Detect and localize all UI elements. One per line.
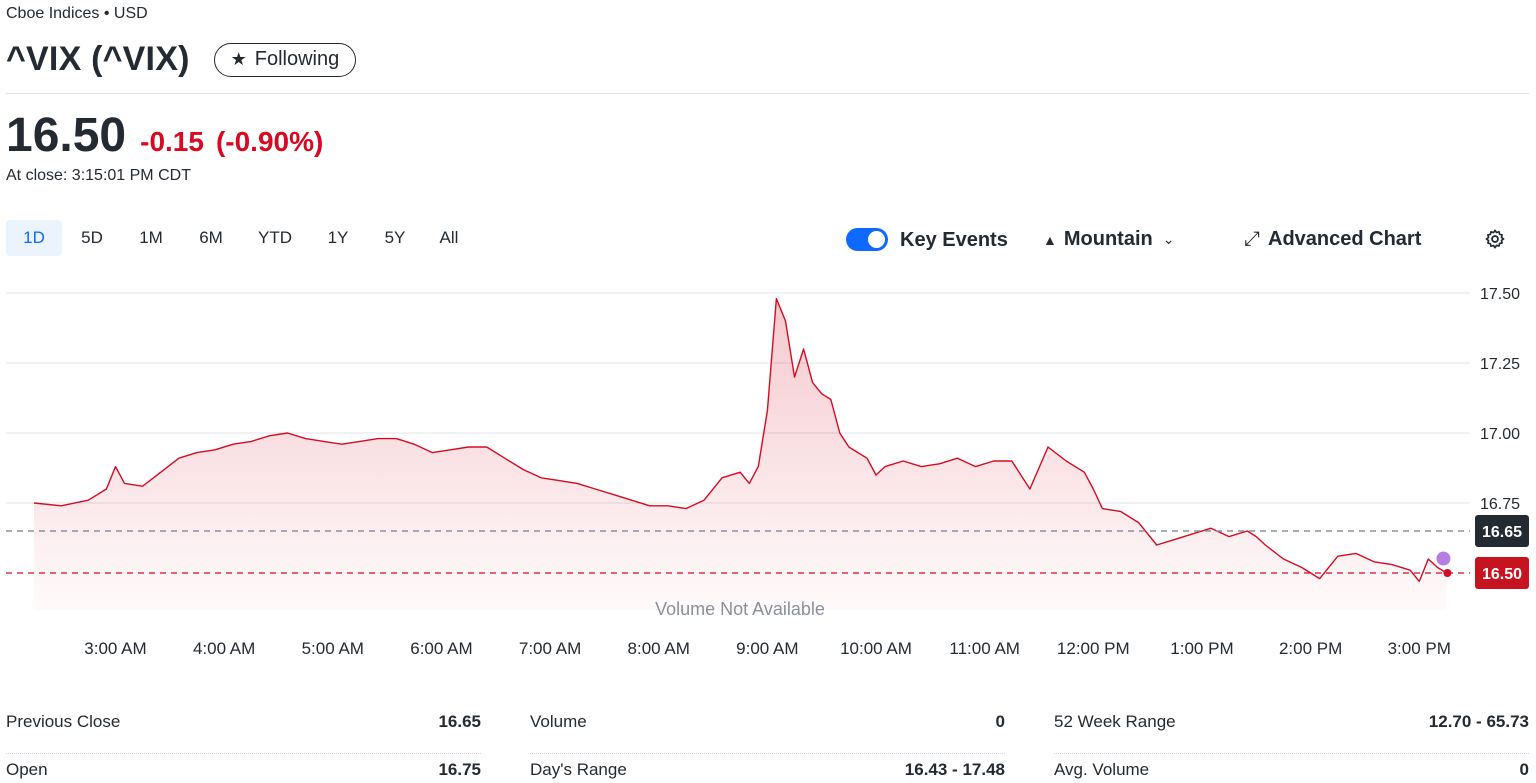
last-price-label: 16.50: [1482, 566, 1522, 583]
x-tick-label: 5:00 AM: [302, 639, 364, 658]
stat-value: 12.70 - 65.73: [1428, 712, 1529, 731]
stat-label: Day's Range: [530, 760, 627, 779]
stats-column: Volume 0 Day's Range 16.43 - 17.48: [530, 706, 1005, 783]
series-line: [33, 297, 1447, 583]
previous-close-label: 16.65: [1482, 524, 1522, 541]
following-label: Following: [254, 48, 340, 70]
stat-label: Previous Close: [6, 712, 121, 731]
previous-close-tag: [1475, 515, 1529, 547]
advanced-chart-label: Advanced Chart: [1268, 228, 1422, 250]
advanced-chart-button[interactable]: ⤢ Advanced Chart: [1244, 228, 1421, 251]
key-event-marker: [1436, 551, 1451, 566]
range-tab-6m[interactable]: 6M: [199, 228, 223, 247]
range-tab-5y[interactable]: 5Y: [384, 228, 406, 247]
price-change: -0.15: [140, 126, 204, 157]
mountain-icon: ▲: [1043, 231, 1057, 248]
stat-row: 52 Week Range 12.70 - 65.73: [1054, 706, 1529, 754]
stat-row: Day's Range 16.43 - 17.48: [530, 754, 1005, 783]
range-tab-ytd[interactable]: YTD: [258, 228, 292, 247]
y-tick-label: 17.50: [1480, 286, 1520, 303]
x-tick-label: 1:00 PM: [1170, 639, 1233, 658]
range-tab-all[interactable]: All: [439, 228, 459, 247]
stat-value: 16.65: [438, 712, 481, 731]
key-events-label[interactable]: Key Events: [900, 229, 1008, 251]
y-tick-label: 16.75: [1480, 496, 1520, 513]
stat-value: 0: [995, 712, 1005, 731]
stat-label: Avg. Volume: [1054, 760, 1150, 779]
y-tick-label: 17.25: [1480, 356, 1520, 373]
range-tabs: 1D 5D 1M 6M YTD 1Y 5Y All: [6, 220, 476, 256]
stat-row: Open 16.75: [6, 754, 481, 783]
x-tick-label: 11:00 AM: [949, 639, 1020, 658]
stat-label: Volume: [530, 712, 587, 731]
volume-note: Volume Not Available: [655, 599, 825, 619]
x-tick-label: 6:00 AM: [410, 639, 472, 658]
page-title: ^VIX (^VIX): [6, 40, 190, 78]
x-tick-label: 8:00 AM: [628, 639, 690, 658]
stat-row: Volume 0: [530, 706, 1005, 754]
toggle-knob: [868, 231, 885, 248]
stat-label: 52 Week Range: [1054, 712, 1176, 731]
x-tick-label: 7:00 AM: [519, 639, 581, 658]
quote-row: 16.50 -0.15 (-0.90%): [6, 108, 323, 163]
range-tab-1d[interactable]: 1D: [6, 220, 62, 256]
exchange-label: Cboe Indices • USD: [6, 5, 148, 22]
range-tab-1m[interactable]: 1M: [139, 228, 163, 247]
expand-icon: ⤢: [1244, 228, 1260, 250]
last-price-dot: [1443, 569, 1452, 577]
chart-type-label: Mountain: [1063, 228, 1153, 250]
stat-value: 16.43 - 17.48: [904, 760, 1005, 779]
x-tick-label: 3:00 PM: [1388, 639, 1451, 658]
price-change-percent: (-0.90%): [215, 126, 324, 157]
range-tab-1y[interactable]: 1Y: [327, 228, 349, 247]
stat-label: Open: [6, 760, 48, 779]
close-time: At close: 3:15:01 PM CDT: [6, 167, 191, 184]
stat-value: 0: [1519, 760, 1529, 779]
current-price: 16.50: [6, 109, 127, 162]
x-tick-label: 2:00 PM: [1279, 639, 1342, 658]
stat-row: Previous Close 16.65: [6, 706, 481, 754]
key-events-toggle[interactable]: [846, 228, 888, 251]
stat-row: Avg. Volume 0: [1054, 754, 1529, 783]
title-row: ^VIX (^VIX) ★ Following: [6, 40, 357, 79]
star-icon: ★: [230, 49, 247, 69]
x-tick-label: 4:00 AM: [193, 639, 255, 658]
gear-icon[interactable]: [1484, 228, 1506, 250]
chart-type-dropdown[interactable]: ▲ Mountain ⌄: [1043, 228, 1174, 251]
header-divider: [6, 93, 1529, 94]
x-tick-label: 12:00 PM: [1057, 639, 1130, 658]
price-chart[interactable]: 17.50 17.25 17.00 16.75 16.65 16.50 Volume Not…: [0, 280, 1536, 680]
range-tab-5d[interactable]: 5D: [81, 228, 103, 247]
last-price-tag: [1475, 557, 1529, 589]
x-tick-label: 10:00 AM: [840, 639, 912, 658]
stats-column: 52 Week Range 12.70 - 65.73 Avg. Volume 0: [1054, 706, 1529, 783]
stat-value: 16.75: [438, 760, 481, 779]
y-tick-label: 17.00: [1480, 426, 1520, 443]
x-tick-label: 3:00 AM: [84, 639, 146, 658]
area-fill: [34, 298, 1447, 610]
chevron-down-icon: ⌄: [1162, 231, 1175, 247]
following-button[interactable]: ★ Following: [213, 42, 357, 77]
x-tick-label: 9:00 AM: [736, 639, 798, 658]
stats-column: Previous Close 16.65 Open 16.75: [6, 706, 481, 783]
